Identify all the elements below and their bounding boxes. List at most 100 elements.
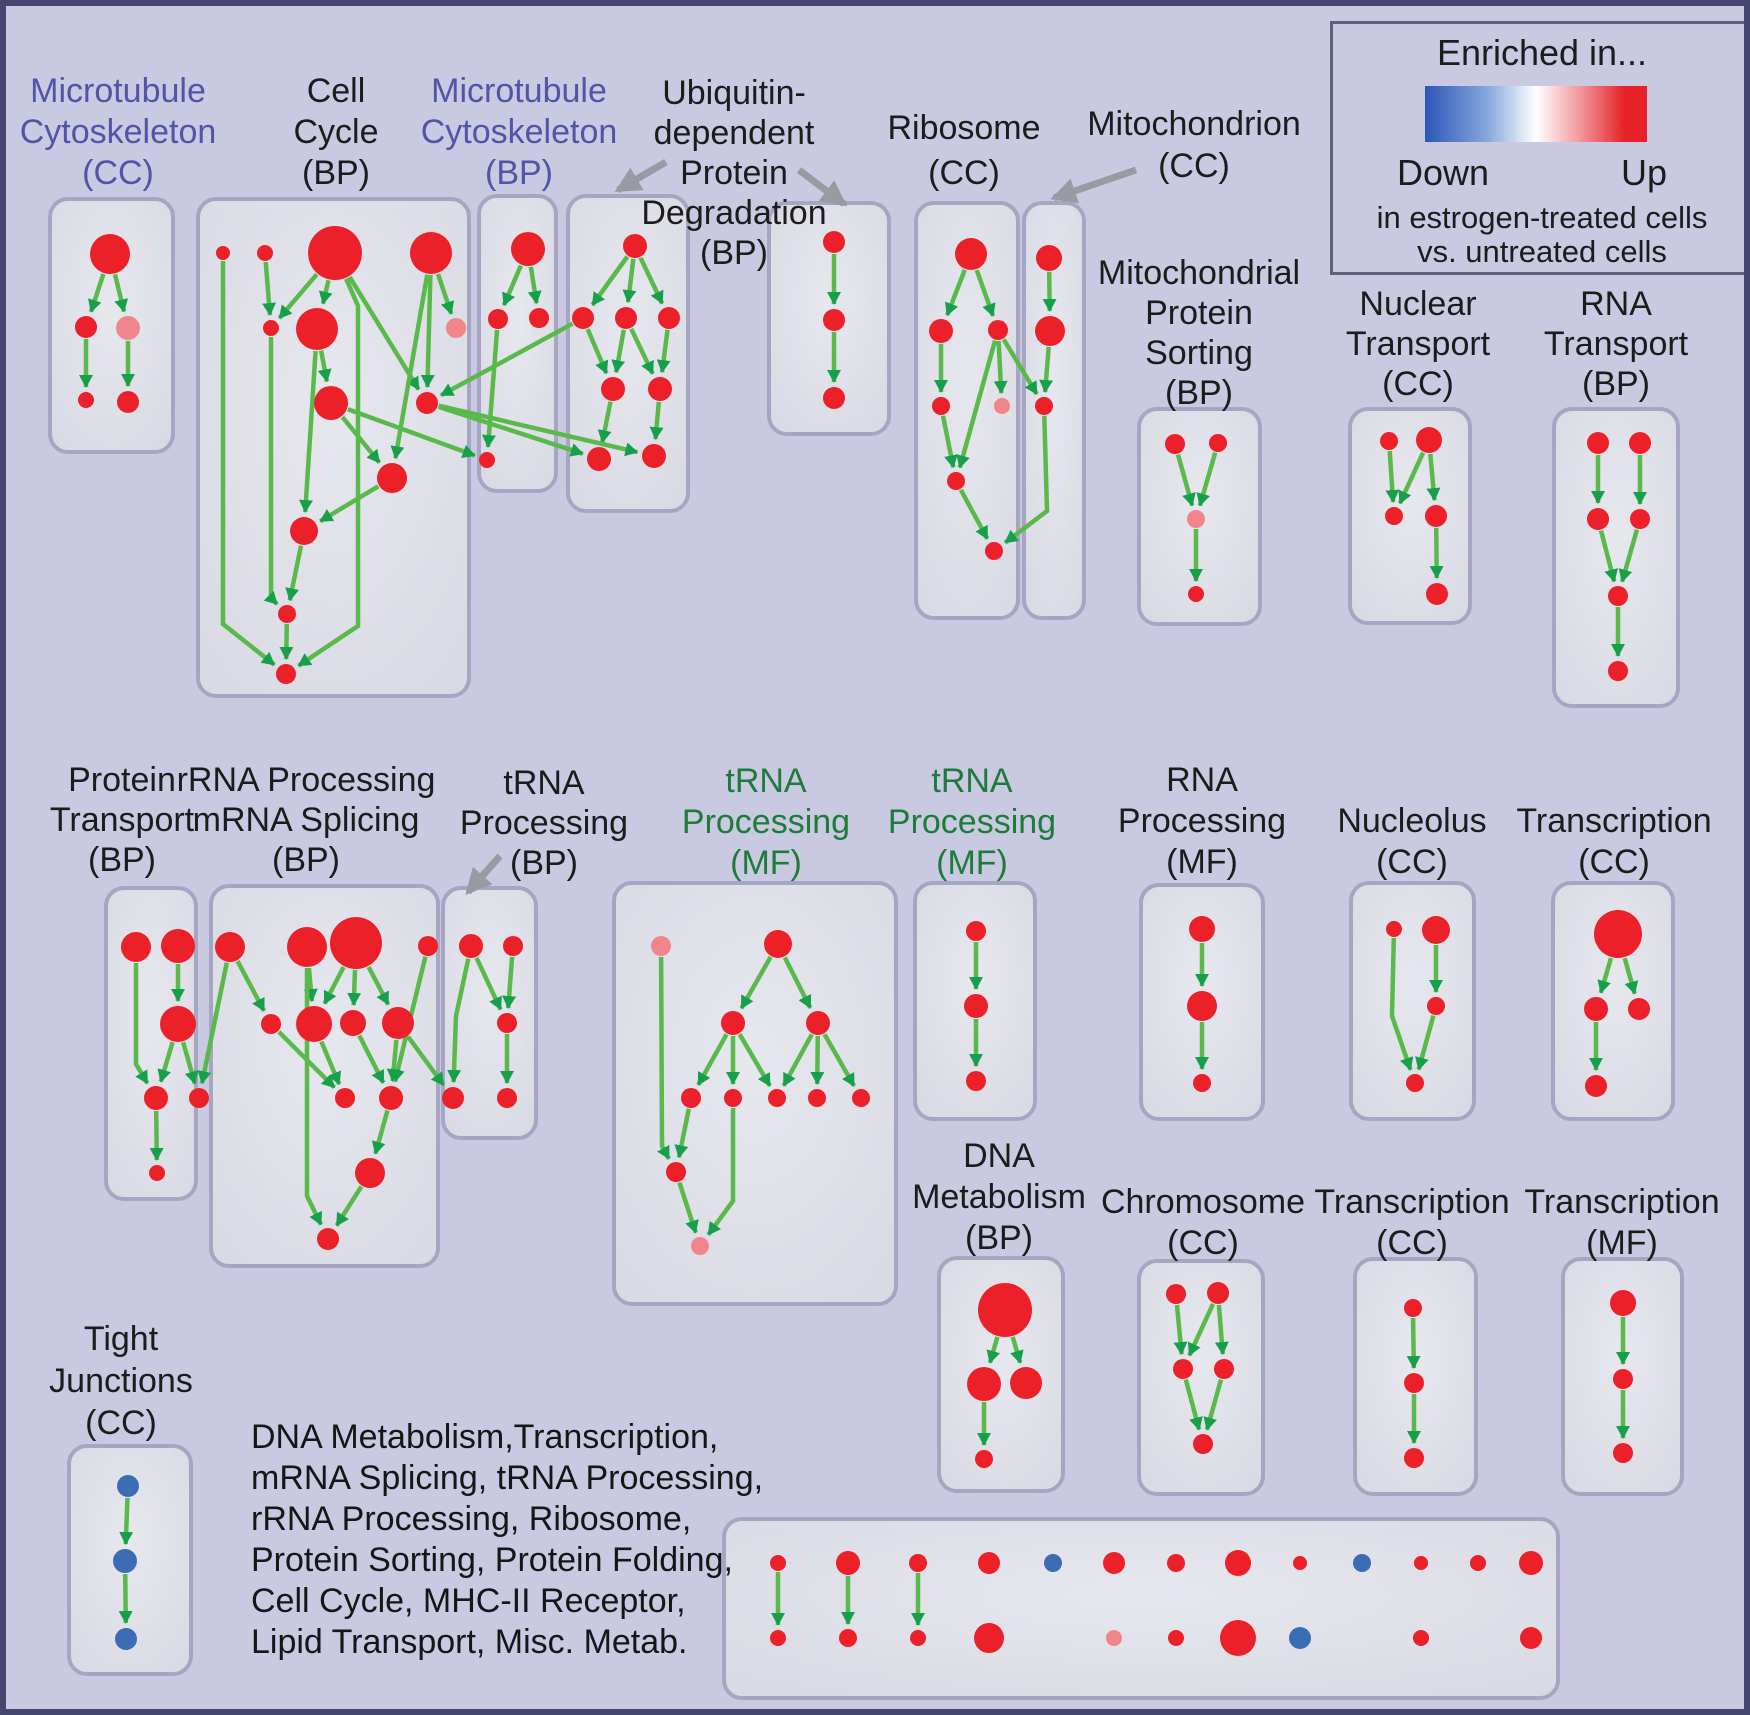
edge	[220, 261, 276, 667]
node-red	[1613, 1369, 1633, 1389]
label-callout-arrow	[465, 853, 503, 895]
cluster-label-line: tRNA	[931, 761, 1013, 800]
edge	[629, 327, 655, 375]
edge	[1598, 530, 1618, 583]
node-red	[978, 1283, 1032, 1337]
node-red	[1519, 1551, 1543, 1575]
node-red	[296, 308, 338, 350]
node-red	[442, 1087, 464, 1109]
cluster-label-dna_metabolism: DNA Metabolism (BP)	[912, 1136, 1086, 1259]
cluster-label-line: (CC)	[1578, 842, 1650, 881]
cluster-label-protein_transport: Protein Transport (BP)	[50, 760, 194, 880]
node-red	[529, 308, 549, 328]
edge	[1196, 451, 1218, 507]
edge	[611, 329, 627, 374]
edge	[1415, 1015, 1436, 1071]
node-red	[410, 232, 452, 274]
edge	[1183, 1379, 1203, 1431]
edge	[347, 407, 476, 458]
node-red	[161, 929, 195, 963]
node-red	[1613, 1443, 1633, 1463]
node-red	[1628, 998, 1650, 1020]
cluster-label-line: Transport	[1543, 325, 1689, 363]
edge	[1187, 1302, 1216, 1357]
cluster-label-line: (CC)	[1376, 842, 1448, 881]
edge	[597, 401, 613, 444]
node-red	[1414, 1556, 1428, 1570]
node-red	[1189, 916, 1215, 942]
edge	[319, 484, 380, 524]
node-red	[459, 934, 483, 958]
edge	[334, 1185, 364, 1227]
node-red	[335, 1088, 355, 1108]
node-red	[511, 232, 545, 266]
node-red	[1426, 583, 1448, 605]
node-red	[149, 1165, 165, 1181]
edge	[112, 273, 128, 313]
cluster-label-microtubule_bp: Microtubule Cytoskeleton (BP)	[421, 71, 618, 194]
cluster-label-line: (CC)	[1382, 365, 1454, 403]
node-pink	[691, 1237, 709, 1255]
cluster-label-line: Degradation	[641, 194, 827, 232]
node-red	[377, 463, 407, 493]
node-red	[503, 936, 523, 956]
cluster-label-line: mRNA Splicing	[192, 801, 420, 839]
cluster-label-line: Tight	[83, 1320, 159, 1358]
edge	[279, 623, 294, 660]
node-red	[947, 472, 965, 490]
edge	[638, 256, 665, 305]
node-red	[117, 391, 139, 413]
node-red	[121, 932, 151, 962]
cluster-label-rna_proc_mf: RNA Processing (MF)	[1118, 760, 1286, 883]
node-red	[648, 377, 672, 401]
node-red	[1608, 661, 1628, 681]
label-callout-arrow	[614, 158, 668, 194]
edge	[781, 1033, 814, 1087]
cluster-label-line: RNA	[1580, 285, 1652, 323]
edge	[940, 415, 958, 469]
cluster-label-line: (MF)	[936, 843, 1008, 882]
node-red	[1165, 434, 1185, 454]
edge	[1429, 527, 1444, 579]
edge	[133, 963, 150, 1085]
node-red	[416, 392, 438, 414]
node-red	[276, 664, 296, 684]
node-red	[1404, 1373, 1424, 1393]
legend-up-label: Up	[1620, 152, 1668, 193]
cluster-label-line: Sorting	[1145, 334, 1253, 372]
node-red	[724, 1089, 742, 1107]
node-red	[721, 1011, 745, 1035]
node-red	[1188, 586, 1204, 602]
node-red	[1385, 507, 1403, 525]
node-red	[1630, 509, 1650, 529]
node-red	[418, 936, 438, 956]
node-red	[340, 1010, 366, 1036]
annotation-line: mRNA Splicing, tRNA Processing,	[251, 1459, 764, 1497]
node-red	[355, 1158, 385, 1188]
node-red	[967, 1367, 1001, 1401]
node-red	[966, 921, 986, 941]
node-red	[261, 1014, 281, 1034]
cluster-label-line: Cycle	[293, 112, 379, 151]
cluster-box-nucleolus	[1349, 881, 1476, 1121]
node-red	[317, 1228, 339, 1250]
cluster-label-microtubule_cc: Microtubule Cytoskeleton (CC)	[20, 71, 217, 194]
edge	[88, 273, 106, 313]
node-red	[768, 1089, 786, 1107]
edge	[386, 1039, 401, 1083]
edge	[263, 337, 279, 606]
node-red	[330, 917, 382, 969]
node-red	[975, 1450, 993, 1468]
edge	[118, 1573, 133, 1624]
edge	[590, 255, 630, 307]
edge	[822, 1033, 856, 1088]
cluster-label-line: (BP)	[700, 234, 768, 272]
node-red	[1587, 508, 1609, 530]
cluster-label-line: (BP)	[965, 1218, 1033, 1257]
node-red	[615, 307, 637, 329]
node-red	[823, 309, 845, 331]
legend-down-label: Down	[1396, 152, 1490, 193]
node-red	[909, 1554, 927, 1572]
edge	[1042, 271, 1057, 312]
node-red	[497, 1088, 517, 1108]
